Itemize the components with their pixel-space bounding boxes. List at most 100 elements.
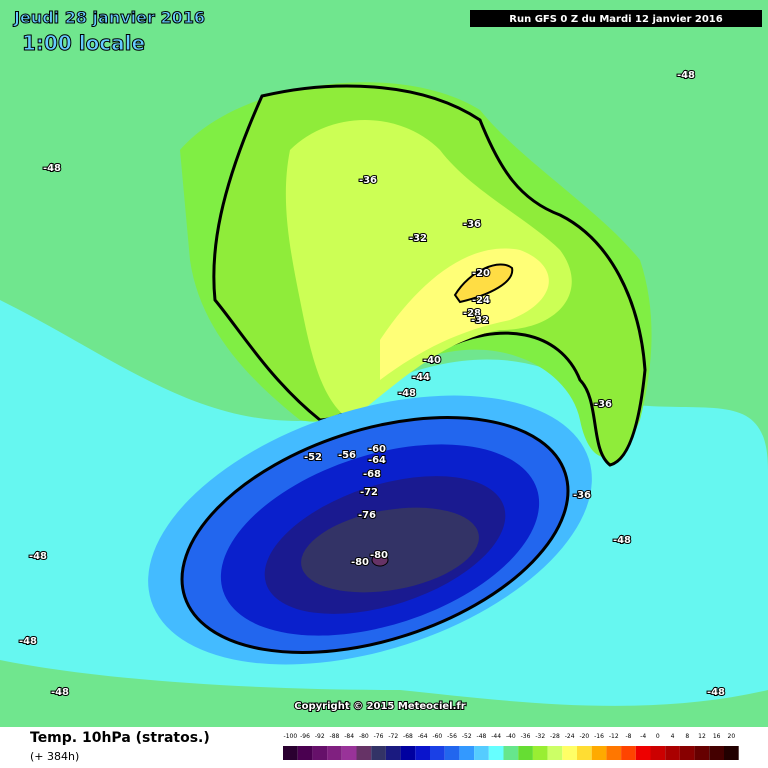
legend-label: -12 (609, 733, 619, 740)
legend-swatch (356, 746, 372, 760)
legend-label: -32 (535, 733, 545, 740)
legend-swatch (444, 746, 460, 760)
contour-label: -64 (368, 455, 386, 466)
legend-label: -28 (550, 733, 560, 740)
contour-label: -48 (43, 163, 61, 174)
run-box (470, 10, 762, 27)
legend-label: 12 (698, 733, 706, 740)
legend-swatch (415, 746, 430, 760)
legend-label: -80 (359, 733, 369, 740)
contour-label: -28 (463, 308, 481, 319)
legend-swatch (635, 746, 651, 760)
contour-label: -80 (351, 557, 369, 568)
legend-label: -48 (477, 733, 487, 740)
legend-swatch (679, 746, 695, 760)
legend-swatch (459, 746, 475, 760)
contour-label: -36 (594, 399, 612, 410)
legend-swatch (694, 746, 710, 760)
legend-label: 0 (656, 733, 660, 740)
legend-label: 20 (728, 733, 736, 740)
contour-label: -48 (707, 687, 725, 698)
legend-label: -88 (330, 733, 340, 740)
legend-label: -72 (388, 733, 398, 740)
contour-label: -32 (471, 315, 489, 326)
legend-label: -100 (284, 733, 298, 740)
legend-label: -40 (506, 733, 516, 740)
legend-label: -44 (491, 733, 501, 740)
contour-label: -36 (463, 219, 481, 230)
contour-label: -36 (573, 490, 591, 501)
legend-swatch (327, 746, 342, 760)
legend-swatch (297, 746, 313, 760)
legend-swatch (385, 746, 401, 760)
footer-subtitle: (+ 384h) (30, 750, 79, 763)
legend-swatch (518, 746, 533, 760)
legend-swatch (532, 746, 548, 760)
warm-core (453, 263, 514, 304)
legend-swatch (577, 746, 592, 760)
legend-swatch (430, 746, 445, 760)
legend-label: -4 (640, 733, 646, 740)
contour-label: -60 (368, 444, 386, 455)
legend-swatch (562, 746, 577, 760)
legend-swatch (283, 746, 298, 760)
legend-label: -24 (565, 733, 575, 740)
contour-label: -44 (412, 372, 430, 383)
contour-label: -48 (51, 687, 69, 698)
legend-swatch (724, 746, 739, 760)
contour-label: -32 (409, 233, 427, 244)
contour-label: -40 (423, 355, 441, 366)
legend-label: -16 (594, 733, 604, 740)
legend-label: 8 (685, 733, 689, 740)
legend-swatch (606, 746, 622, 760)
legend-label: -84 (344, 733, 354, 740)
vortex-76 (301, 507, 479, 593)
legend-swatch (650, 746, 666, 760)
legend-swatch (488, 746, 504, 760)
legend-swatch (591, 746, 607, 760)
contour-label: -48 (29, 551, 47, 562)
contour-label: -76 (358, 510, 376, 521)
contour-label: -36 (359, 175, 377, 186)
yellow-green-zone (285, 120, 572, 420)
contour-label: -20 (472, 268, 490, 279)
time-label: 1:00 locale (22, 31, 145, 55)
legend-swatch (503, 746, 519, 760)
legend-label: -64 (418, 733, 428, 740)
legend-label: -68 (403, 733, 413, 740)
legend-swatch (341, 746, 357, 760)
legend-swatch (547, 746, 563, 760)
legend-label: -92 (315, 733, 325, 740)
legend-label: -52 (462, 733, 472, 740)
contour-label: -80 (370, 550, 388, 561)
legend-label: -76 (374, 733, 384, 740)
legend-label: -36 (521, 733, 531, 740)
legend-swatch (709, 746, 724, 760)
legend-label: -96 (300, 733, 310, 740)
legend-swatch (312, 746, 328, 760)
contour-label: -48 (677, 70, 695, 81)
contour-label: -24 (472, 295, 490, 306)
contour-label: -48 (19, 636, 37, 647)
legend-label: -56 (447, 733, 457, 740)
legend-swatch (474, 746, 489, 760)
copyright: Copyright © 2015 Meteociel.fr (294, 701, 465, 712)
contour-label: -72 (360, 487, 378, 498)
run-label: Run GFS 0 Z du Mardi 12 janvier 2016 (509, 14, 722, 25)
contour-label: -56 (338, 450, 356, 461)
date-label: Jeudi 28 janvier 2016 (13, 8, 205, 27)
contour-label: -48 (398, 388, 416, 399)
legend-swatch (400, 746, 416, 760)
legend-label: -20 (579, 733, 589, 740)
legend-label: 4 (671, 733, 675, 740)
legend-swatch (371, 746, 386, 760)
legend-label: -60 (432, 733, 442, 740)
legend-label: -8 (625, 733, 631, 740)
legend-label: 16 (713, 733, 721, 740)
vortex-80 (371, 553, 389, 567)
contour-label: -52 (304, 452, 322, 463)
contour-label: -68 (363, 469, 381, 480)
contour-label: -48 (613, 535, 631, 546)
